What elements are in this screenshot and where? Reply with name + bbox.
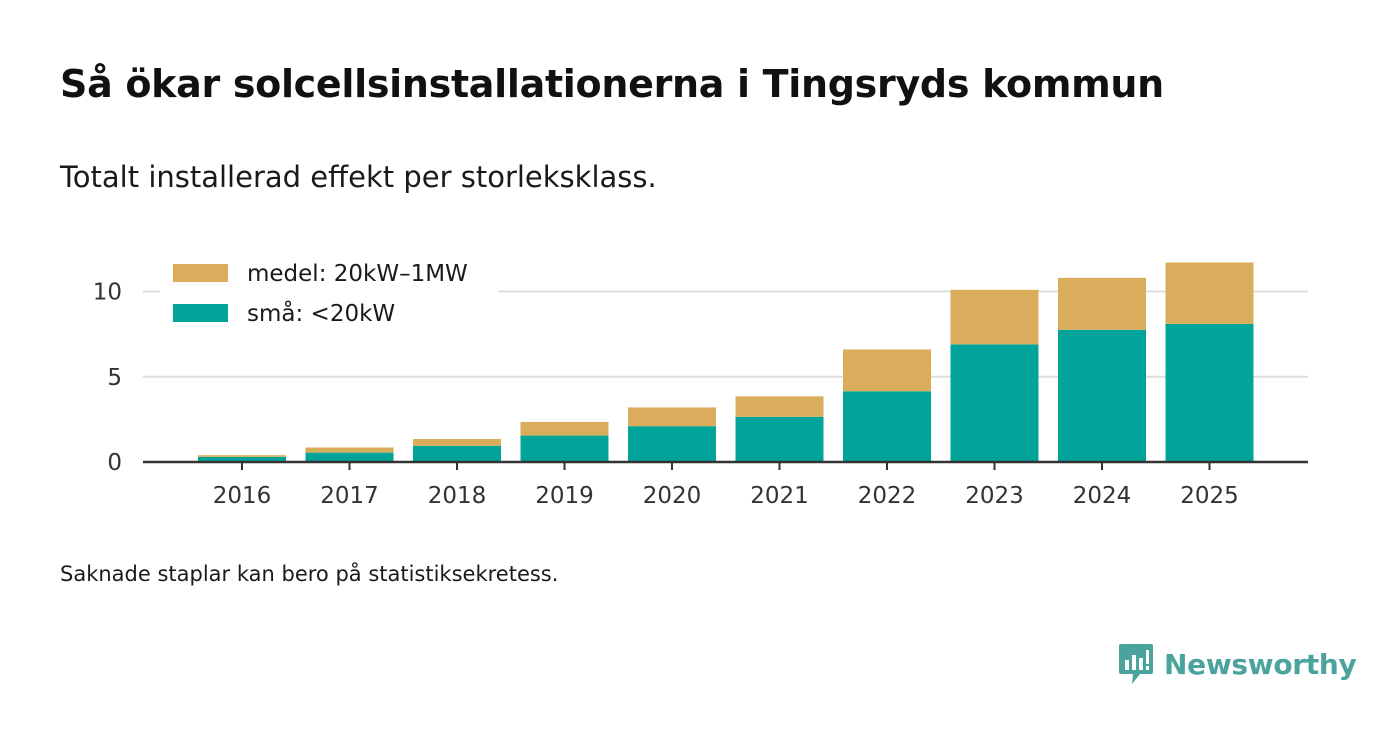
- x-tick-label-2025: 2025: [1180, 483, 1239, 509]
- chart-title: Så ökar solcellsinstallationerna i Tings…: [60, 62, 1164, 106]
- x-tick-label-2022: 2022: [858, 483, 917, 509]
- brand-logo: Newsworthy: [1118, 640, 1357, 688]
- bar-2020-small: [628, 426, 716, 462]
- legend: medel: 20kW–1MW små: <20kW: [160, 252, 498, 342]
- x-tick-label-2017: 2017: [320, 483, 379, 509]
- brand-name: Newsworthy: [1164, 647, 1357, 681]
- y-tick-label-5: 5: [107, 365, 122, 391]
- bar-2022-medium: [843, 349, 931, 392]
- bar-2016-small: [198, 456, 286, 462]
- bar-2025-medium: [1165, 262, 1254, 324]
- legend-swatch-small: [173, 304, 228, 322]
- bar-2023-medium: [950, 289, 1039, 345]
- bar-2023-small: [950, 344, 1039, 462]
- x-tick-label-2023: 2023: [965, 483, 1024, 509]
- bar-2017-small: [305, 452, 394, 462]
- bar-2021-small: [735, 416, 824, 462]
- bar-2021-medium: [735, 396, 824, 417]
- y-tick-label-0: 0: [107, 450, 122, 476]
- x-tick-label-2024: 2024: [1073, 483, 1132, 509]
- bar-2020-medium: [628, 407, 716, 427]
- chart-subtitle: Totalt installerad effekt per storlekskl…: [60, 160, 657, 194]
- newsworthy-logo-icon: [1119, 644, 1153, 684]
- y-tick-label-10: 10: [93, 280, 122, 306]
- x-tick-label-2016: 2016: [213, 483, 272, 509]
- bar-2019-medium: [520, 421, 609, 436]
- x-tick-label-2021: 2021: [750, 483, 809, 509]
- x-tick-label-2020: 2020: [643, 483, 702, 509]
- bar-2025-small: [1165, 323, 1254, 462]
- legend-swatch-medium: [173, 264, 228, 282]
- bar-2018-small: [413, 445, 501, 462]
- bar-2024-medium: [1058, 277, 1146, 330]
- x-tick-label-2019: 2019: [535, 483, 594, 509]
- bar-2018-medium: [413, 438, 501, 446]
- bar-2024-small: [1058, 329, 1146, 462]
- bar-2016-medium: [198, 455, 286, 457]
- footnote: Saknade staplar kan bero på statistiksek…: [60, 562, 559, 586]
- bars: [198, 262, 1254, 462]
- bar-2019-small: [520, 435, 609, 462]
- bar-2017-medium: [305, 447, 394, 453]
- axes: 0 5 10 2016 2017 2018 2019 2020 2021 2022 2023 2024…: [93, 280, 1308, 509]
- legend-label-small: små: <20kW: [247, 299, 395, 327]
- legend-label-medium: medel: 20kW–1MW: [247, 261, 468, 287]
- bar-2022-small: [843, 391, 931, 462]
- x-tick-label-2018: 2018: [428, 483, 487, 509]
